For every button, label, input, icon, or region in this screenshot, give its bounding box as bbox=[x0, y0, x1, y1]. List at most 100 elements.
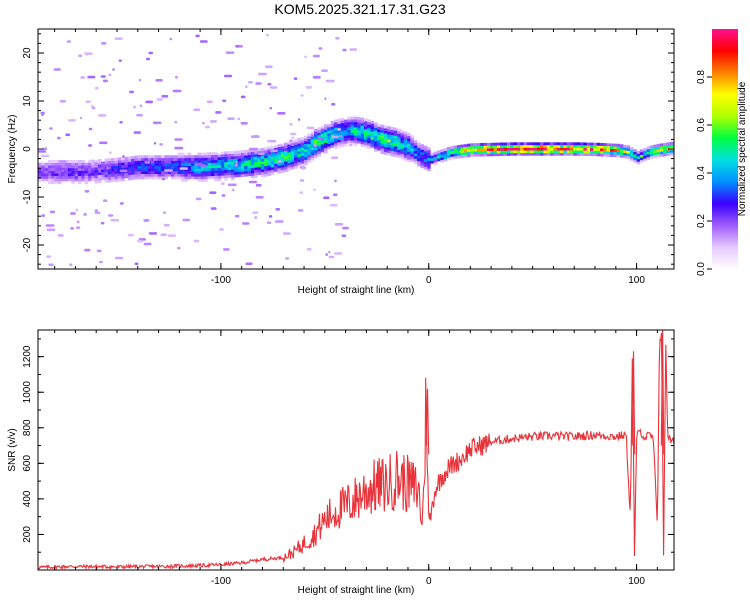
spectrogram-cell bbox=[240, 163, 245, 167]
spectrogram-cell bbox=[496, 145, 501, 149]
spectrogram-cell bbox=[596, 145, 601, 149]
spectrogram-cell bbox=[403, 136, 408, 140]
spectrogram-cell bbox=[48, 165, 52, 169]
spectrogram-cell bbox=[217, 159, 222, 163]
spectrogram-cell bbox=[563, 147, 567, 151]
spectrogram-cell bbox=[430, 152, 434, 156]
spectrogram-cell bbox=[636, 156, 641, 160]
spectrogram-cell bbox=[327, 143, 331, 147]
spectrogram-cell bbox=[217, 165, 222, 168]
spectrogram-cell bbox=[141, 157, 145, 161]
spectrogram-cell bbox=[41, 175, 45, 179]
spectrogram-cell bbox=[104, 161, 109, 165]
spectrogram-cell bbox=[304, 159, 308, 163]
spectrogram-cell bbox=[197, 179, 202, 182]
spectrogram-cell bbox=[300, 150, 305, 154]
spectrogram-cell bbox=[177, 165, 182, 169]
spectrogram-cell bbox=[147, 157, 152, 161]
spectrogram-noise-cell bbox=[312, 76, 321, 79]
spectrogram-cell bbox=[124, 164, 129, 168]
spectrogram-cell bbox=[224, 154, 228, 157]
spectrogram-cell bbox=[447, 147, 451, 150]
spectrogram-cell bbox=[620, 144, 624, 148]
spectrogram-noise-cell bbox=[200, 164, 207, 167]
spectrogram-cell bbox=[516, 144, 521, 148]
spectrogram-noise-cell bbox=[102, 199, 108, 202]
spectrogram-cell bbox=[191, 176, 195, 180]
spectrogram-cell bbox=[407, 140, 411, 144]
spectrogram-cell bbox=[224, 164, 228, 168]
spectrogram-noise-cell bbox=[255, 196, 264, 199]
spectrogram-cell bbox=[184, 155, 188, 159]
spectrogram-cell bbox=[44, 173, 49, 177]
spectrogram-cell bbox=[171, 163, 175, 167]
spectrogram-cell bbox=[334, 143, 338, 147]
spectrogram-cell bbox=[147, 163, 152, 167]
spectrogram-cell bbox=[247, 160, 252, 163]
spectrogram-cell bbox=[67, 178, 72, 182]
spectrogram-cell bbox=[297, 159, 301, 163]
spectrogram-cell bbox=[490, 145, 494, 149]
spectrogram-cell bbox=[247, 154, 252, 158]
colorbar: 0.00.20.40.60.8 Normalized spectral ampl… bbox=[696, 29, 748, 276]
spectrogram-cell bbox=[320, 138, 325, 142]
spectrogram-cell bbox=[350, 129, 355, 133]
spectrogram-cell bbox=[204, 165, 208, 169]
spectrogram-cell bbox=[457, 145, 461, 148]
spectrogram-cell bbox=[367, 140, 371, 144]
spectrogram-cell bbox=[350, 137, 355, 141]
spectrogram-cell bbox=[254, 164, 258, 168]
spectrogram-cell bbox=[420, 144, 424, 148]
spectrogram-cell bbox=[200, 160, 205, 164]
spectrogram-cell bbox=[230, 156, 235, 160]
spectrogram-cell bbox=[141, 155, 145, 159]
spectrogram-cell bbox=[437, 155, 441, 159]
spectrogram-noise-cell bbox=[161, 95, 169, 98]
spectrogram-cell bbox=[191, 168, 195, 172]
spectrogram-cell bbox=[167, 160, 172, 164]
spectrogram-cell bbox=[191, 163, 195, 167]
spectrogram-cell bbox=[217, 178, 222, 182]
spectrogram-cell bbox=[380, 148, 385, 152]
spectrogram-cell bbox=[533, 144, 538, 148]
spectrogram-noise-cell bbox=[182, 218, 191, 222]
spectrogram-cell bbox=[260, 155, 265, 159]
spectrogram-cell bbox=[194, 176, 198, 180]
spectrogram-cell bbox=[131, 161, 135, 165]
spectrogram-cell bbox=[97, 172, 102, 176]
spectrogram-cell bbox=[523, 152, 528, 156]
spectrogram-cell bbox=[84, 170, 89, 174]
spectrogram-cell bbox=[264, 171, 268, 175]
spectrogram-noise-cell bbox=[301, 167, 306, 170]
spectrogram-cell bbox=[127, 164, 132, 168]
spectrogram-cell bbox=[274, 145, 278, 148]
spectrogram-cell bbox=[250, 151, 255, 155]
spectrogram-cell bbox=[343, 122, 348, 126]
spectrogram-noise-cell bbox=[270, 149, 278, 153]
spectrogram-cell bbox=[393, 127, 398, 131]
spectrogram-noise-cell bbox=[78, 54, 83, 58]
spectrogram-cell bbox=[260, 171, 265, 175]
spectrogram-cell bbox=[74, 173, 79, 177]
spectrogram-cell bbox=[127, 159, 132, 162]
spectrogram-cell bbox=[526, 144, 531, 148]
spectrogram-cell bbox=[134, 160, 138, 164]
spectrogram-cell bbox=[181, 160, 185, 164]
spectrogram-cell bbox=[317, 148, 321, 152]
spectrogram-cell bbox=[194, 171, 198, 174]
spectrogram-cell bbox=[343, 138, 348, 141]
spectrogram-noise-cell bbox=[160, 233, 167, 237]
spectrogram-cell bbox=[237, 155, 242, 159]
spectrogram-cell bbox=[360, 128, 365, 132]
spectrogram-cell bbox=[154, 176, 158, 180]
spectrogram-cell bbox=[264, 158, 268, 161]
spectrogram-cell bbox=[210, 175, 215, 179]
spectrogram-cell bbox=[230, 177, 235, 181]
spectrogram-cell bbox=[87, 159, 92, 163]
spectrogram-cell bbox=[260, 148, 265, 151]
spectrogram-cell bbox=[353, 116, 358, 120]
spectrogram-cell bbox=[250, 165, 255, 168]
spectrogram-cell bbox=[669, 141, 674, 145]
